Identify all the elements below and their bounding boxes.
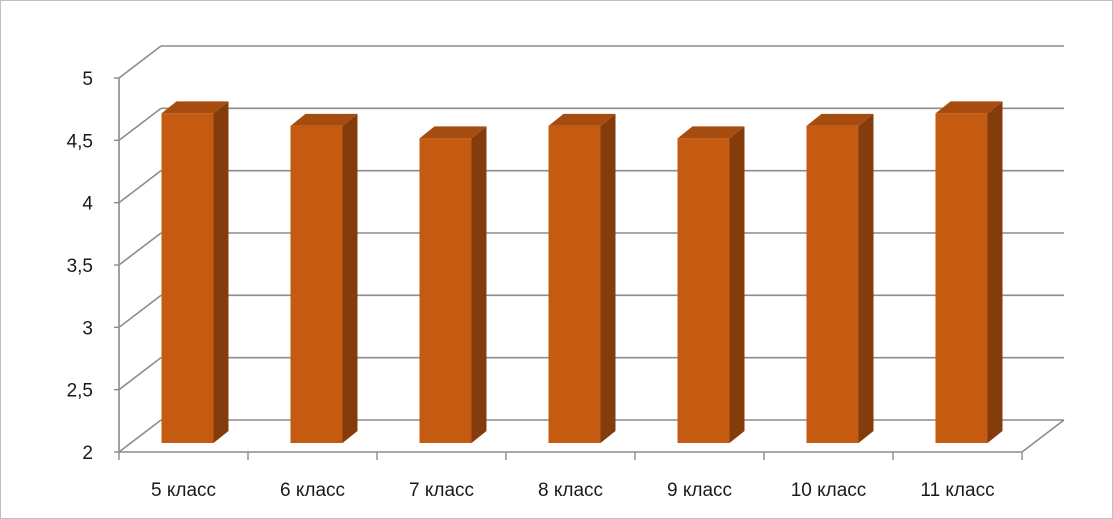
y-tick-label: 2 [82, 443, 93, 464]
bar [548, 113, 616, 443]
bar-side [471, 126, 487, 443]
x-category-label: 5 класс [151, 480, 216, 501]
x-category-label: 7 класс [409, 480, 474, 501]
bar [419, 126, 487, 444]
bar-front [548, 125, 601, 443]
y-tick-label: 4,5 [67, 131, 93, 152]
y-tick-label: 4 [82, 194, 93, 215]
gridline [118, 45, 1064, 79]
bar-top [677, 126, 745, 139]
bar-front [419, 138, 472, 444]
bar-top [290, 113, 358, 126]
bar-front [806, 125, 859, 443]
bar-side [600, 113, 616, 443]
bar [161, 101, 229, 444]
bar-top [806, 113, 874, 126]
x-category-label: 9 класс [667, 480, 732, 501]
x-axis-category-labels: 5 класс 6 класс 7 класс 8 класс 9 класс 10 кл… [151, 480, 995, 501]
bars [161, 101, 1003, 444]
bar [935, 101, 1003, 444]
y-tick-label: 5 [82, 69, 93, 90]
axes [114, 77, 1065, 460]
bar-side [987, 101, 1003, 444]
y-tick-label: 3 [82, 318, 93, 339]
bar-top [935, 101, 1003, 114]
bar [806, 113, 874, 443]
bar-top [161, 101, 229, 114]
bar-front [290, 125, 343, 443]
x-category-label: 8 класс [538, 480, 603, 501]
floor-edge [1021, 419, 1065, 453]
x-category-label: 11 класс [920, 480, 994, 501]
bar-top [548, 113, 616, 126]
gridline [118, 107, 1064, 141]
x-category-label: 10 класс [791, 480, 867, 501]
bar-side [342, 113, 358, 443]
x-category-label: 6 класс [280, 480, 345, 501]
bar-side [858, 113, 874, 443]
bar-front [677, 138, 730, 444]
bar-side [213, 101, 229, 444]
bar [677, 126, 745, 444]
bar [290, 113, 358, 443]
y-tick-label: 3,5 [67, 256, 93, 277]
bar-front [161, 113, 214, 444]
bar-front [935, 113, 988, 444]
bar-top [419, 126, 487, 139]
y-tick-label: 2,5 [67, 381, 93, 402]
y-axis-tick-labels: 2 2,5 3 3,5 4 4,5 5 [67, 69, 94, 464]
bar-side [729, 126, 745, 443]
